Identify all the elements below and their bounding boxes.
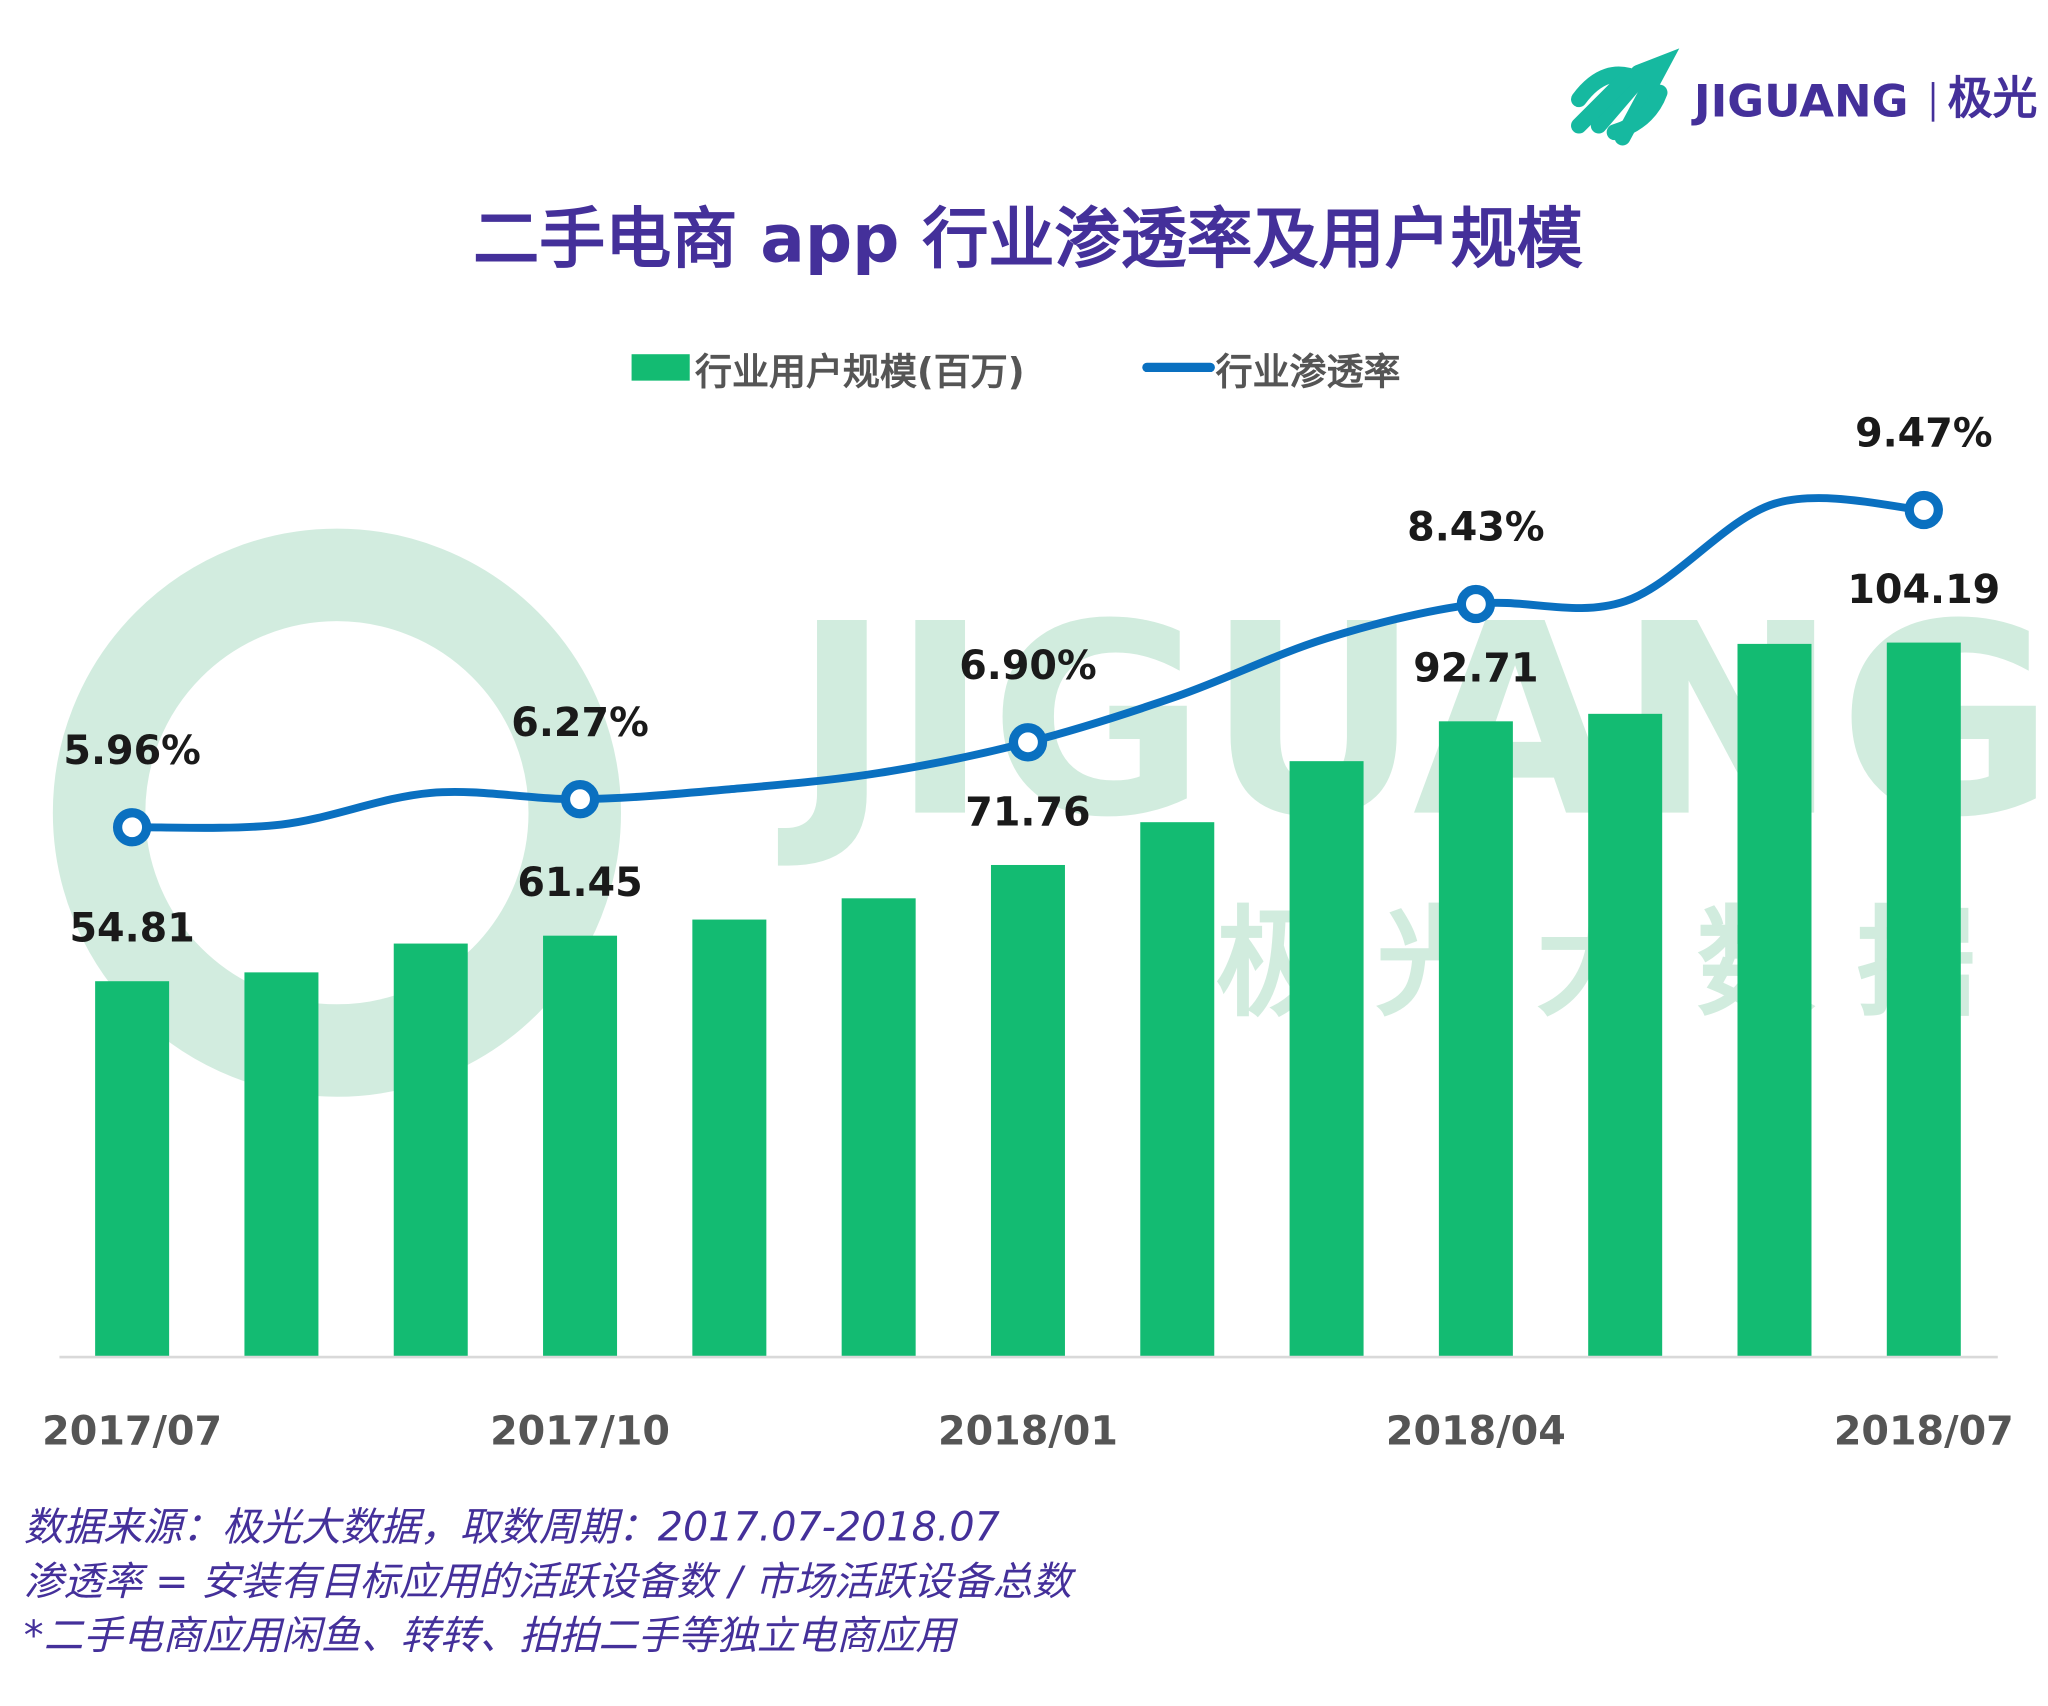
footnote-source: 数据来源：极光大数据，取数周期：2017.07-2018.07: [24, 1505, 1000, 1551]
labels: 54.81 5.96% 61.45 6.27% 71.76 6.90% 92.71 8.43%…: [63, 411, 2000, 952]
bar-2017/07: [95, 981, 170, 1358]
bar-value-label: 54.81: [69, 906, 194, 952]
bar-2017/09: [393, 943, 468, 1358]
bar-value-label: 92.71: [1413, 646, 1538, 692]
line-value-label: 6.27%: [511, 700, 648, 746]
bar-2017/08: [244, 972, 319, 1358]
x-tick-label: 2018/07: [1834, 1408, 2014, 1454]
bar-2018/05: [1588, 713, 1663, 1358]
x-ticks: 2017/07 2017/10 2018/01 2018/04 2018/07: [42, 1408, 2014, 1454]
points: [112, 490, 1943, 847]
bar-2017/10: [543, 935, 618, 1358]
bar-2018/02: [1140, 822, 1215, 1358]
bar-2017/11: [692, 919, 767, 1358]
line-point-2018/04: [1456, 584, 1496, 624]
line-value-label: 6.90%: [959, 643, 1096, 689]
line-point-2018/07: [1904, 490, 1943, 530]
line-value-label: 9.47%: [1855, 411, 1992, 457]
legend-bar-label: 行业用户规模(百万): [695, 351, 1025, 394]
bar-2018/06: [1737, 643, 1812, 1358]
legend-bar-swatch: [631, 354, 690, 381]
line-value-label: 8.43%: [1407, 505, 1544, 551]
brand-cn: 极光: [1948, 72, 2038, 125]
bar-value-label: 104.19: [1847, 567, 2000, 613]
line-value-label: 5.96%: [63, 728, 200, 774]
bar-2018/04: [1438, 721, 1513, 1358]
legend: 行业用户规模(百万) 行业渗透率: [631, 351, 1401, 394]
bar-value-label: 61.45: [517, 860, 642, 906]
x-tick-label: 2018/01: [938, 1408, 1118, 1454]
bar-2017/12: [841, 898, 916, 1358]
legend-line-label: 行业渗透率: [1216, 351, 1401, 394]
x-tick-label: 2017/10: [490, 1408, 670, 1454]
line-point-2017/10: [560, 780, 600, 819]
footnotes: 数据来源：极光大数据，取数周期：2017.07-2018.07 渗透率 = 安装…: [24, 1505, 1076, 1659]
chart-title: 二手电商 app 行业渗透率及用户规模: [473, 201, 1583, 278]
footnote-definition: 渗透率 = 安装有目标应用的活跃设备数 / 市场活跃设备总数: [24, 1559, 1076, 1605]
jiguang-logo-icon: [1571, 48, 1680, 146]
x-tick-label: 2017/07: [42, 1408, 222, 1454]
brand-name: JIGUANG: [1691, 74, 1909, 127]
line-point-2017/07: [112, 808, 152, 847]
bar-2018/01: [990, 864, 1065, 1358]
line-point-2018/01: [1008, 723, 1048, 762]
bars: [95, 642, 1961, 1358]
watermark-text: JIGUANG: [776, 569, 2048, 876]
footnote-apps: *二手电商应用闲鱼、转转、拍拍二手等独立电商应用: [24, 1613, 959, 1659]
x-tick-label: 2018/04: [1386, 1408, 1566, 1454]
brand-logo: JIGUANG 极光: [1571, 48, 2038, 146]
bar-value-label: 71.76: [965, 789, 1090, 835]
bar-2018/07: [1886, 642, 1961, 1358]
bar-2018/03: [1289, 761, 1364, 1358]
